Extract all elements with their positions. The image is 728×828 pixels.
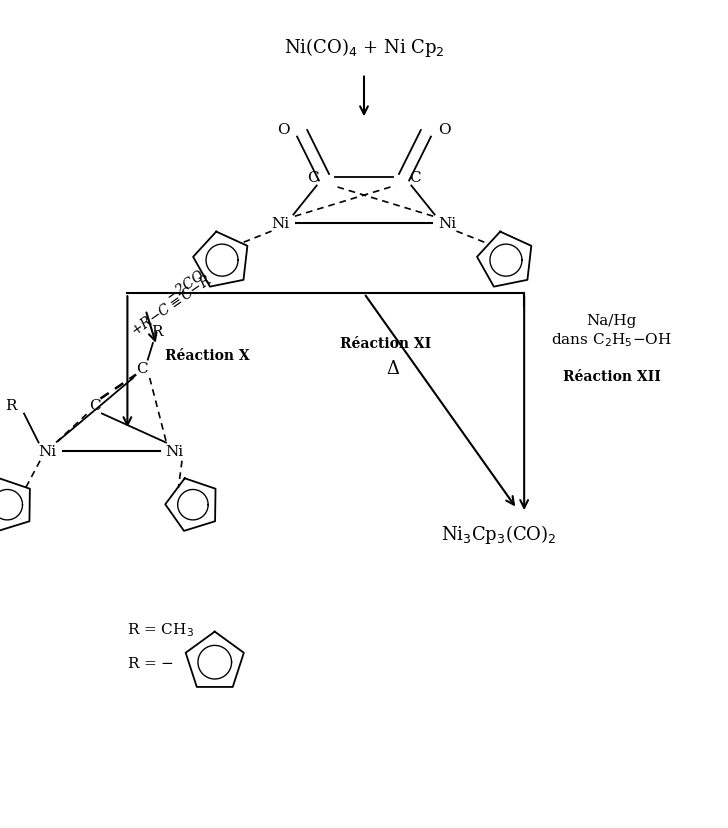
Text: Δ: Δ — [387, 359, 400, 378]
Text: C: C — [409, 171, 421, 185]
Text: Ni(CO)$_4$ + Ni Cp$_2$: Ni(CO)$_4$ + Ni Cp$_2$ — [284, 36, 444, 59]
Text: O: O — [438, 123, 451, 137]
Text: Ni: Ni — [439, 217, 456, 230]
Text: Na/Hg
dans C$_2$H$_5$−OH: Na/Hg dans C$_2$H$_5$−OH — [551, 314, 672, 349]
Text: C: C — [307, 171, 319, 185]
Text: R = $-$: R = $-$ — [127, 655, 175, 670]
Text: Réaction XII: Réaction XII — [563, 370, 660, 383]
Text: O: O — [277, 123, 290, 137]
Text: R: R — [151, 325, 162, 338]
Text: Ni: Ni — [166, 445, 183, 458]
Text: R: R — [5, 399, 17, 412]
Text: Ni: Ni — [272, 217, 289, 230]
Text: $+$R$-$C$\equiv$C$-$R: $+$R$-$C$\equiv$C$-$R — [127, 272, 215, 338]
Text: Ni$_3$Cp$_3$(CO)$_2$: Ni$_3$Cp$_3$(CO)$_2$ — [441, 522, 556, 546]
Text: C: C — [89, 399, 100, 412]
Text: C: C — [136, 362, 148, 375]
Text: Réaction XI: Réaction XI — [340, 337, 432, 350]
Text: $-$2CO: $-$2CO — [163, 267, 208, 305]
Text: R = CH$_3$: R = CH$_3$ — [127, 620, 194, 638]
Text: Ni: Ni — [39, 445, 56, 458]
Text: Réaction X: Réaction X — [165, 349, 250, 363]
